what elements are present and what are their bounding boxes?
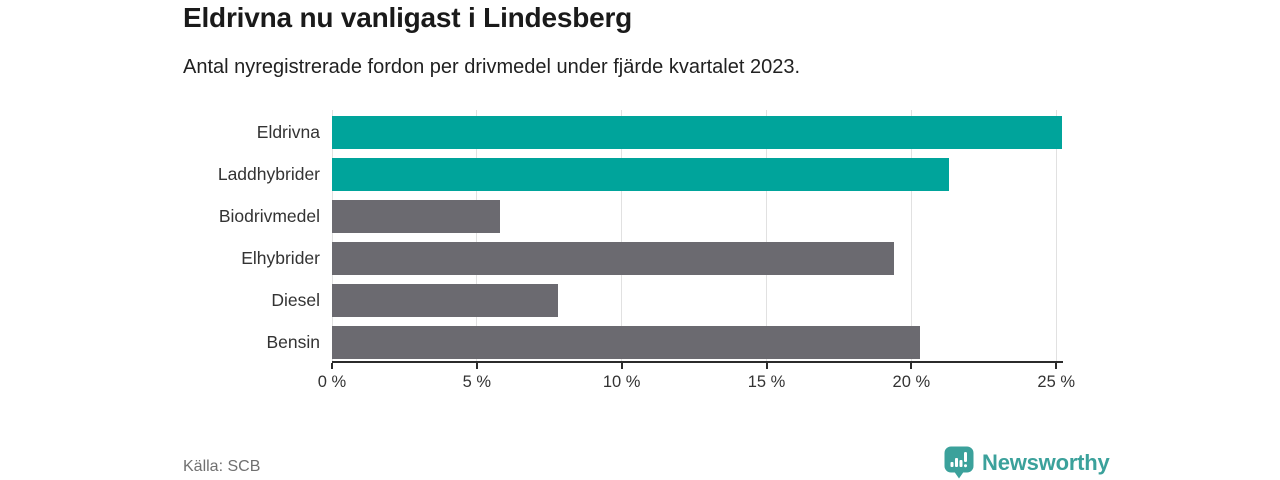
tick-label-25: 25 % xyxy=(1037,373,1075,391)
tick-mark-20 xyxy=(910,363,913,369)
bar-chart-bubble-icon xyxy=(944,446,974,479)
bar-biodrivmedel xyxy=(332,200,501,233)
brand-wordmark: Newsworthy xyxy=(982,449,1110,475)
tick-label-10: 10 % xyxy=(602,373,641,391)
bar-diesel xyxy=(332,284,558,317)
category-label-elhybrider: Elhybrider xyxy=(241,248,320,268)
plot-area xyxy=(331,110,1062,361)
chart-title: Eldrivna nu vanligast i Lindesberg xyxy=(183,2,633,33)
gridline-20 xyxy=(910,110,912,361)
category-label-diesel: Diesel xyxy=(271,290,320,310)
tick-mark-0 xyxy=(331,363,333,369)
bar-laddhybrider xyxy=(332,158,950,191)
category-label-laddhybrider: Laddhybrider xyxy=(217,164,320,184)
tick-mark-5 xyxy=(475,363,478,369)
chart-subtitle: Antal nyregistrerade fordon per drivmede… xyxy=(183,56,801,78)
gridline-0 xyxy=(331,110,333,361)
gridline-15 xyxy=(766,110,768,361)
category-label-bensin: Bensin xyxy=(266,332,320,352)
brand-logo: Newsworthy xyxy=(944,446,1110,479)
bar-eldrivna xyxy=(332,116,1062,149)
category-label-eldrivna: Eldrivna xyxy=(256,122,320,142)
source-note: Källa: SCB xyxy=(183,458,261,475)
tick-label-20: 20 % xyxy=(892,373,931,391)
tick-label-15: 15 % xyxy=(747,373,786,391)
gridline-10 xyxy=(621,110,623,361)
tick-label-5: 5 % xyxy=(462,373,492,391)
bar-elhybrider xyxy=(332,242,894,275)
category-label-biodrivmedel: Biodrivmedel xyxy=(218,206,320,226)
tick-label-0: 0 % xyxy=(317,373,347,391)
tick-mark-10 xyxy=(620,363,623,369)
gridline-5 xyxy=(476,110,478,361)
bar-bensin xyxy=(332,326,921,359)
tick-mark-25 xyxy=(1055,363,1058,369)
tick-mark-15 xyxy=(765,363,768,369)
x-axis-line xyxy=(332,361,1063,363)
gridline-25 xyxy=(1055,110,1057,361)
